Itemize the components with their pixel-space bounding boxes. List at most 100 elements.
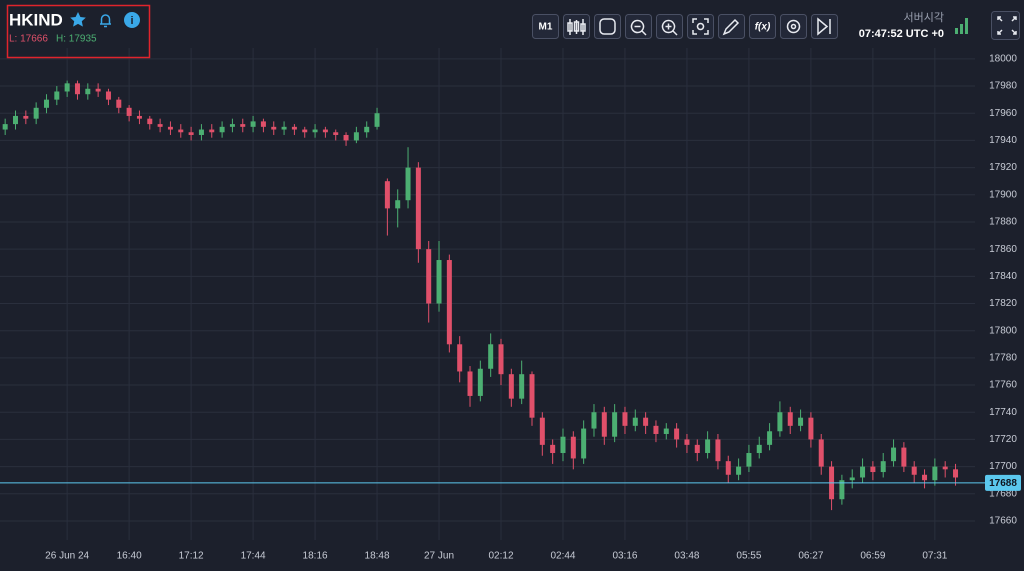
favorite-icon[interactable] [70, 12, 86, 27]
x-tick-label: 03:16 [612, 551, 637, 562]
candle-body [570, 436, 576, 459]
current-price-label: 17688 [989, 478, 1017, 489]
candle-body [880, 461, 886, 473]
candle-body [488, 344, 494, 369]
candle-body [415, 167, 421, 250]
fullscreen-button[interactable] [991, 11, 1020, 40]
pencil-icon [722, 18, 740, 36]
y-tick-label: 17840 [989, 271, 1017, 282]
candle-body [147, 118, 153, 125]
candle-body [95, 88, 101, 92]
go-latest-button[interactable] [811, 14, 838, 39]
candle-body [405, 167, 411, 201]
x-tick-label: 02:12 [488, 551, 513, 562]
x-tick-label: 03:48 [674, 551, 699, 562]
candle-body [798, 417, 804, 426]
candle-body [333, 132, 339, 135]
y-tick-label: 17980 [989, 81, 1017, 92]
draw-button[interactable] [718, 14, 745, 39]
candle-body [178, 129, 184, 133]
symbol[interactable]: HKIND [9, 10, 63, 29]
plot: 17660 17680 17700 17720 17740 17760 17780 17800… [0, 48, 1021, 562]
candle-body [54, 91, 60, 100]
candle-body [839, 480, 845, 500]
candle-body [787, 412, 793, 426]
timeframe-label: M1 [539, 22, 553, 33]
go-latest-icon [817, 17, 831, 36]
timeframe-button[interactable] [532, 14, 559, 39]
candle-body [2, 124, 8, 130]
fit-icon [692, 18, 709, 35]
candle-body [364, 126, 370, 133]
candle-icon [567, 19, 586, 35]
x-tick-label: 17:44 [241, 551, 266, 562]
x-tick-label: 16:40 [117, 551, 142, 562]
y-tick-label: 17760 [989, 380, 1017, 391]
x-tick-label: 27 Jun [424, 551, 454, 562]
y-tick-label: 17740 [989, 407, 1017, 418]
candle-body [395, 200, 401, 209]
candle-body [911, 466, 917, 475]
candle-body [612, 412, 618, 437]
candle-body [622, 412, 628, 426]
x-tick-label: 06:59 [860, 551, 885, 562]
settings-button[interactable] [780, 14, 807, 39]
candle-body [539, 417, 545, 445]
candle-body [591, 412, 597, 429]
candle-body [426, 249, 432, 304]
square-icon [599, 18, 616, 35]
y-tick-label: 17700 [989, 461, 1017, 472]
candle-body [870, 466, 876, 473]
y-tick-label: 17900 [989, 189, 1017, 200]
candle-body [705, 439, 711, 454]
candle-body [808, 417, 814, 440]
x-tick-label: 17:12 [179, 551, 204, 562]
candle-body [653, 425, 659, 434]
high-value: H: 17935 [56, 34, 97, 45]
fullscreen-icon [997, 16, 1017, 35]
candle-body [240, 124, 246, 127]
candle-body [477, 368, 483, 396]
candle-body [229, 124, 235, 127]
y-tick-label: 17680 [989, 488, 1017, 499]
x-tick-label: 18:48 [365, 551, 390, 562]
candle-body [581, 428, 587, 459]
candle-body [674, 428, 680, 440]
candle-body [43, 99, 49, 108]
alert-icon[interactable] [100, 14, 111, 28]
candle-body [663, 428, 669, 434]
candle-body [519, 374, 525, 399]
x-tick-label: 05:55 [736, 551, 761, 562]
indicator-button[interactable] [749, 14, 776, 39]
candle-body [312, 129, 318, 133]
candle-body [715, 439, 721, 462]
candle-body [64, 83, 70, 92]
candle-body [85, 88, 91, 95]
candle-body [632, 417, 638, 426]
candle-body [891, 447, 897, 462]
gear-icon [786, 19, 801, 34]
candle-body [374, 113, 380, 127]
candle-body [694, 444, 700, 454]
x-tick-label: 06:27 [798, 551, 823, 562]
shape-button[interactable] [594, 14, 621, 39]
candle-body [281, 126, 287, 130]
candle-body [767, 431, 773, 445]
candle-body [188, 132, 194, 135]
candle-body [550, 444, 556, 454]
candle-body [932, 466, 938, 481]
candle-body [498, 344, 504, 375]
info-icon[interactable] [124, 12, 140, 28]
signal-icon [955, 18, 968, 34]
low-value: L: 17666 [9, 34, 48, 45]
candle-body [167, 126, 173, 130]
fit-button[interactable] [687, 14, 714, 39]
candle-body [23, 115, 29, 119]
y-tick-label: 17720 [989, 434, 1017, 445]
candle-body [725, 461, 731, 475]
x-tick-label: 07:31 [922, 551, 947, 562]
candle-body [601, 412, 607, 437]
y-tick-label: 17940 [989, 135, 1017, 146]
server-time-label: 서버시각 [904, 11, 944, 24]
candle-body [953, 469, 959, 478]
